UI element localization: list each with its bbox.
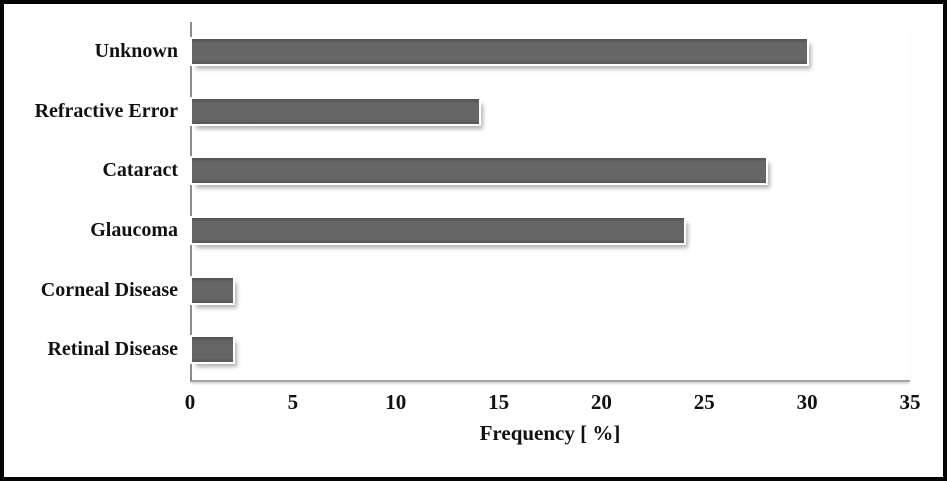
bar-row	[192, 82, 910, 142]
x-axis-ticks: 0 5 10 15 20 25 30 35	[185, 390, 921, 418]
x-tick-label: 20	[590, 390, 612, 414]
bar	[192, 98, 480, 124]
bar	[192, 218, 685, 244]
bar-row	[192, 141, 910, 201]
x-tick-label: 10	[385, 390, 407, 414]
x-tick-label: 35	[899, 390, 921, 414]
category-label: Glaucoma	[90, 219, 178, 242]
category-label: Unknown	[94, 40, 178, 63]
category-label: Refractive Error	[34, 99, 178, 122]
category-label: Corneal Disease	[40, 278, 178, 301]
bar-row	[192, 320, 910, 380]
category-labels: Unknown Refractive Error Cataract Glaucoma C…	[6, 22, 178, 382]
x-tick-label: 25	[693, 390, 715, 414]
bar-row	[192, 22, 910, 82]
x-tick-label: 0	[184, 390, 196, 414]
category-label: Cataract	[102, 159, 178, 182]
bar-row	[192, 260, 910, 320]
bar	[192, 277, 234, 303]
bar	[192, 39, 808, 65]
bar-row	[192, 201, 910, 261]
category-label: Retinal Disease	[47, 338, 178, 361]
bar	[192, 337, 234, 363]
bar	[192, 158, 767, 184]
x-tick-label: 5	[287, 390, 299, 414]
x-axis-title: Frequency [ %]	[479, 421, 621, 445]
x-tick-label: 30	[796, 390, 818, 414]
plot-area	[190, 22, 910, 382]
x-tick-label: 15	[488, 390, 510, 414]
